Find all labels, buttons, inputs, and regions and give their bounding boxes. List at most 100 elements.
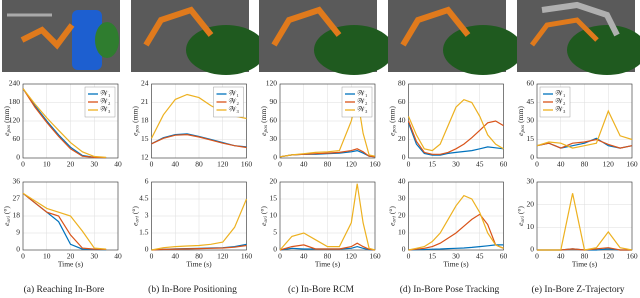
x-tick-label: 15: [429, 252, 437, 261]
y-tick-label: 15: [270, 194, 278, 203]
y-tick-label: 20: [398, 211, 406, 220]
y-label-symbol: e: [387, 222, 396, 226]
series-line: [279, 183, 376, 251]
y-tick-label: 15: [141, 134, 149, 143]
y-tick-label: 120: [266, 79, 278, 88]
x-tick-label: 20: [67, 160, 75, 169]
x-tick-label: 0: [407, 252, 411, 261]
x-tick-label: 0: [535, 160, 539, 169]
series-line: [407, 99, 504, 152]
render-c: [259, 0, 394, 75]
x-tick-label: 30: [452, 160, 460, 169]
series-line: [22, 192, 107, 250]
y-label-unit: (°): [516, 206, 525, 214]
y-axis-label: epos (mm): [387, 106, 398, 136]
y-tick-label: 0: [273, 153, 277, 162]
x-tick-label: 0: [535, 252, 539, 261]
legend-label: 𝒲₂: [555, 97, 566, 106]
y-tick-label: 10: [398, 228, 406, 237]
legend-label: 𝒲₃: [229, 105, 240, 114]
plot-frame: [151, 83, 247, 159]
y-label-symbol: e: [259, 222, 268, 226]
x-tick-label: 40: [300, 160, 308, 169]
series-line: [408, 213, 504, 251]
x-tick-label: 30: [91, 160, 99, 169]
x-tick-label: 40: [114, 252, 122, 261]
legend-label: 𝒲₁: [229, 89, 240, 98]
y-tick-label: 20: [398, 134, 406, 143]
x-tick-label: 0: [407, 160, 411, 169]
y-tick-label: 12: [141, 153, 149, 162]
plot-frame: [408, 181, 504, 251]
x-axis-label: Time (s): [572, 260, 598, 269]
robot-renders: [2, 0, 640, 75]
y-label-subscript: pos: [520, 125, 526, 134]
series-line: [22, 88, 107, 158]
x-tick-label: 60: [500, 160, 508, 169]
y-label-unit: (mm): [516, 106, 525, 123]
y-tick-label: 15: [527, 134, 535, 143]
x-tick-label: 40: [557, 160, 565, 169]
y-label-subscript: pos: [392, 125, 398, 134]
y-tick-label: 60: [398, 97, 406, 106]
panel-caption: (d) In-Bore Pose Tracking: [400, 284, 500, 295]
legend-label: 𝒲₁: [555, 89, 566, 98]
y-tick-label: 0: [145, 245, 149, 254]
panel-caption: (c) In-Bore RCM: [288, 284, 355, 295]
x-tick-label: 45: [476, 160, 484, 169]
y-axis-label: eori (°): [259, 206, 270, 226]
y-tick-label: 0: [16, 153, 20, 162]
x-tick-label: 0: [21, 160, 25, 169]
series-line: [407, 120, 504, 155]
x-axis-label: Time (s): [186, 260, 212, 269]
y-label-subscript: ori: [520, 216, 526, 223]
y-tick-label: 27: [13, 194, 21, 203]
series-line: [536, 109, 633, 149]
y-tick-label: 30: [398, 194, 406, 203]
y-tick-label: 80: [398, 79, 406, 88]
series-line: [279, 96, 376, 158]
series-line: [537, 193, 633, 251]
y-tick-label: 40: [398, 177, 406, 186]
y-label-unit: (°): [130, 206, 139, 214]
legend-label: 𝒲₃: [555, 105, 566, 114]
x-tick-label: 120: [217, 160, 229, 169]
x-tick-label: 15: [429, 160, 437, 169]
render-e: [517, 0, 640, 75]
y-label-symbol: e: [387, 132, 396, 136]
y-tick-label: 0: [273, 245, 277, 254]
y-axis-label: epos (mm): [2, 106, 13, 136]
series-line: [408, 244, 504, 251]
series-line: [151, 133, 247, 149]
y-tick-label: 18: [141, 116, 149, 125]
x-tick-label: 45: [476, 252, 484, 261]
x-tick-label: 0: [21, 252, 25, 261]
y-label-unit: (mm): [2, 106, 11, 123]
series-line: [407, 122, 504, 156]
x-tick-label: 80: [195, 252, 203, 261]
x-tick-label: 40: [300, 252, 308, 261]
y-tick-label: 36: [13, 177, 21, 186]
y-label-symbol: e: [130, 222, 139, 226]
y-tick-label: 9: [16, 228, 20, 237]
x-tick-label: 0: [150, 160, 154, 169]
render-b: [131, 0, 266, 75]
legend-label: 𝒲₁: [357, 89, 368, 98]
y-tick-label: 120: [9, 116, 21, 125]
series-line: [279, 242, 376, 251]
legend-label: 𝒲₃: [100, 105, 111, 114]
y-tick-label: 0: [16, 245, 20, 254]
y-tick-label: 1.5: [139, 228, 149, 237]
y-tick-label: 18: [13, 211, 21, 220]
x-tick-label: 80: [324, 160, 332, 169]
panel-caption: (e) In-Bore Z-Trajectory: [531, 284, 624, 295]
x-tick-label: 120: [603, 252, 615, 261]
y-tick-label: 60: [527, 79, 535, 88]
plot-frame: [22, 83, 119, 159]
y-tick-label: 4.5: [139, 194, 149, 203]
x-tick-label: 10: [43, 252, 51, 261]
plot-frame: [279, 181, 376, 251]
y-tick-label: 180: [9, 97, 21, 106]
legend-label: 𝒲₂: [229, 97, 240, 106]
